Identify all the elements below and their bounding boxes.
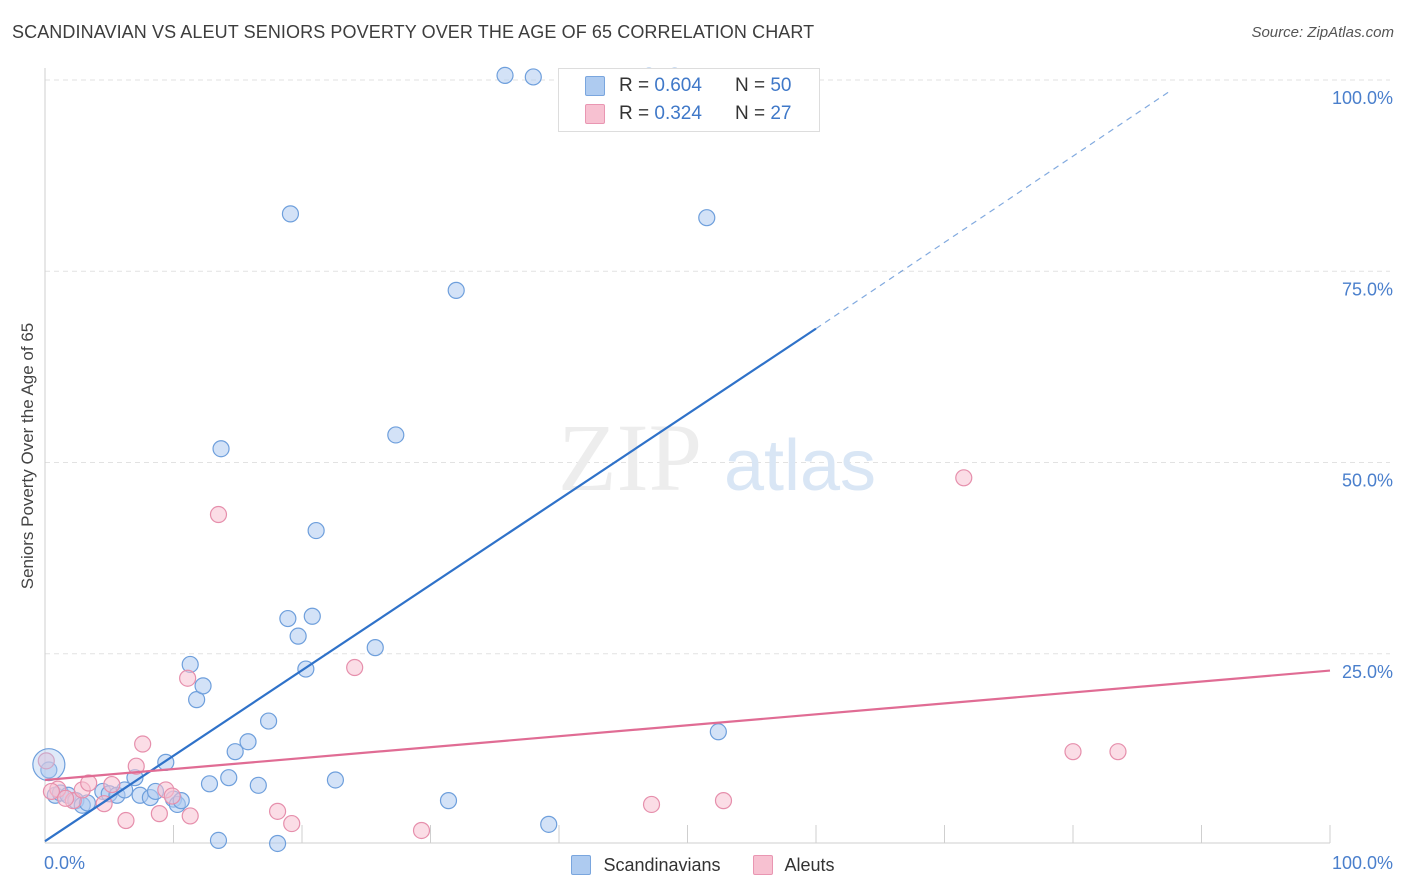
legend-n-value: 50	[770, 75, 792, 96]
legend-item-aleuts: Aleuts	[752, 854, 835, 876]
data-point-scandinavians	[307, 521, 325, 540]
legend-row-scandinavians: R = 0.604 N = 50	[585, 74, 791, 98]
stats-legend: R = 0.604 N = 50 R = 0.324 N = 27	[558, 68, 820, 132]
data-point-aleuts	[1109, 743, 1127, 761]
y-tick-label: 75.0%	[1342, 279, 1393, 299]
y-tick-label: 100.0%	[1332, 88, 1393, 108]
legend-n-label: N =	[734, 75, 766, 96]
x-tick-label-min: 0.0%	[44, 853, 85, 873]
data-point-scandinavians	[698, 209, 716, 227]
y-tick-label: 25.0%	[1342, 662, 1393, 682]
data-point-scandinavians	[496, 66, 514, 85]
source-credit: Source: ZipAtlas.com	[1251, 24, 1394, 41]
data-points	[32, 66, 1127, 853]
data-point-scandinavians	[200, 775, 219, 793]
watermark: ZIP atlas	[558, 404, 876, 511]
data-point-scandinavians	[326, 771, 345, 789]
legend-swatch-scandinavians	[585, 76, 605, 96]
legend-r-value: 0.604	[654, 75, 702, 96]
data-point-scandinavians	[387, 426, 405, 444]
data-point-aleuts	[56, 789, 75, 807]
tick-labels: 25.0% 50.0% 75.0% 100.0% 0.0% 100.0%	[44, 88, 1393, 873]
legend-r-label: R =	[619, 75, 650, 96]
data-point-scandinavians	[524, 68, 542, 86]
data-point-scandinavians	[239, 733, 257, 751]
data-point-scandinavians	[32, 748, 66, 782]
data-point-aleuts	[179, 669, 197, 687]
data-point-scandinavians	[281, 205, 300, 223]
data-point-aleuts	[955, 469, 973, 487]
x-tick-label-max: 100.0%	[1332, 853, 1393, 873]
data-point-scandinavians	[220, 769, 238, 787]
trend-extension-scandinavians	[815, 90, 1170, 330]
data-point-aleuts	[163, 787, 181, 805]
data-point-scandinavians	[540, 815, 558, 833]
data-point-aleuts	[117, 811, 135, 830]
legend-item-scandinavians: Scandinavians	[571, 854, 721, 876]
data-point-scandinavians	[303, 607, 321, 625]
data-point-aleuts	[181, 807, 199, 825]
data-point-aleuts	[127, 757, 145, 775]
series-swatch-aleuts	[752, 855, 773, 875]
data-point-scandinavians	[447, 281, 465, 299]
legend-n-value: 27	[770, 103, 792, 124]
trend-line-aleuts	[44, 669, 1331, 782]
data-point-aleuts	[412, 821, 431, 840]
data-point-aleuts	[134, 735, 152, 753]
data-point-scandinavians	[209, 831, 228, 850]
data-point-aleuts	[642, 795, 661, 814]
trend-line-scandinavians	[44, 327, 817, 843]
legend-n-label: N =	[734, 103, 766, 124]
data-point-scandinavians	[366, 639, 384, 657]
watermark-atlas: atlas	[724, 426, 876, 506]
watermark-zip: ZIP	[558, 404, 702, 511]
data-point-scandinavians	[268, 834, 287, 853]
data-point-aleuts	[209, 505, 228, 524]
axes	[44, 68, 1331, 844]
data-point-aleuts	[268, 802, 287, 820]
data-point-scandinavians	[194, 677, 212, 695]
data-point-scandinavians	[226, 743, 244, 761]
legend-r-value: 0.324	[654, 103, 702, 124]
data-point-scandinavians	[709, 723, 727, 741]
data-point-aleuts	[42, 782, 61, 801]
data-point-aleuts	[103, 775, 121, 794]
legend-row-aleuts: R = 0.324 N = 27	[585, 102, 791, 126]
data-point-aleuts	[346, 658, 364, 677]
data-point-aleuts	[1064, 743, 1082, 761]
chart-title: SCANDINAVIAN VS ALEUT SENIORS POVERTY OV…	[12, 22, 815, 42]
data-point-aleuts	[80, 774, 98, 792]
data-point-scandinavians	[188, 691, 206, 709]
data-point-aleuts	[714, 792, 733, 810]
series-swatch-scandinavians	[571, 855, 592, 875]
series-name-aleuts: Aleuts	[784, 854, 835, 875]
series-name-scandinavians: Scandinavians	[603, 854, 721, 875]
data-point-scandinavians	[249, 776, 267, 794]
data-point-scandinavians	[279, 609, 297, 628]
data-point-scandinavians	[439, 792, 458, 810]
data-point-scandinavians	[259, 712, 278, 730]
trend-lines	[44, 90, 1331, 843]
legend-swatch-aleuts	[585, 104, 605, 124]
data-point-aleuts	[150, 805, 168, 823]
legend-r-label: R =	[619, 103, 650, 124]
data-point-scandinavians	[289, 627, 307, 645]
grid-lines	[45, 79, 1390, 655]
data-point-scandinavians	[212, 440, 230, 458]
y-axis-label: Seniors Poverty Over the Age of 65	[18, 322, 37, 590]
series-legend: Scandinavians Aleuts	[0, 852, 1406, 878]
data-point-aleuts	[37, 752, 55, 770]
data-point-aleuts	[283, 814, 301, 833]
y-tick-label: 50.0%	[1342, 471, 1393, 491]
